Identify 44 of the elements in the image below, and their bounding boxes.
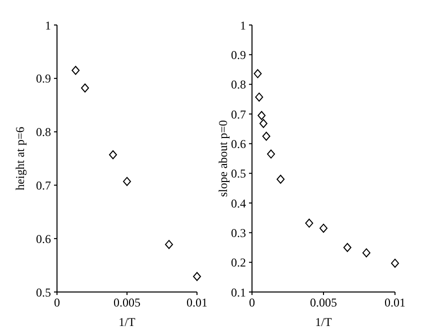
y-tick-label: 0.9 <box>36 72 51 86</box>
x-tick-label: 0 <box>54 296 60 310</box>
y-tick-label: 0.2 <box>231 256 246 270</box>
x-tick-label: 0.01 <box>186 296 208 310</box>
y-tick-label: 0.6 <box>231 136 246 151</box>
point <box>81 84 89 93</box>
point <box>259 118 268 128</box>
point <box>165 240 173 249</box>
point <box>305 218 314 228</box>
y-tick-label: 0.8 <box>36 125 51 140</box>
point <box>193 272 201 282</box>
point <box>391 258 399 268</box>
y-tick-label: 0.5 <box>231 166 246 181</box>
point <box>343 243 352 252</box>
x-axis-title: 1/T <box>118 315 136 328</box>
y-tick-label: 0.3 <box>231 226 246 240</box>
point <box>254 69 262 78</box>
y-tick-label: 0.6 <box>36 232 51 246</box>
y-tick-label: 0.9 <box>231 48 246 62</box>
x-tick-label: 0 <box>249 296 255 310</box>
y-tick-label: 1 <box>45 18 51 32</box>
point <box>362 248 370 258</box>
y-axis-title: height at p=6 <box>13 126 27 190</box>
y-tick-label: 0.7 <box>36 178 51 192</box>
point <box>262 132 270 141</box>
x-axis-title: 1/T <box>315 315 332 328</box>
x-tick-label: 0.005 <box>310 296 337 310</box>
point <box>72 66 80 75</box>
point <box>109 150 117 160</box>
y-tick-label: 0.8 <box>231 78 246 92</box>
y-tick-label: 0.5 <box>36 285 51 300</box>
point <box>123 176 131 186</box>
y-tick-label: 0.4 <box>231 196 246 210</box>
point <box>267 150 276 159</box>
point <box>276 174 285 184</box>
y-tick-label: 1 <box>240 18 246 32</box>
y-tick-label: 0.7 <box>231 107 246 122</box>
point <box>320 224 328 233</box>
point <box>258 110 266 120</box>
y-tick-label: 0.1 <box>231 285 246 300</box>
point <box>255 92 264 102</box>
x-tick-label: 0.01 <box>384 296 406 310</box>
y-axis-title: slope about p=0 <box>216 120 230 197</box>
x-tick-label: 0.005 <box>114 296 140 310</box>
